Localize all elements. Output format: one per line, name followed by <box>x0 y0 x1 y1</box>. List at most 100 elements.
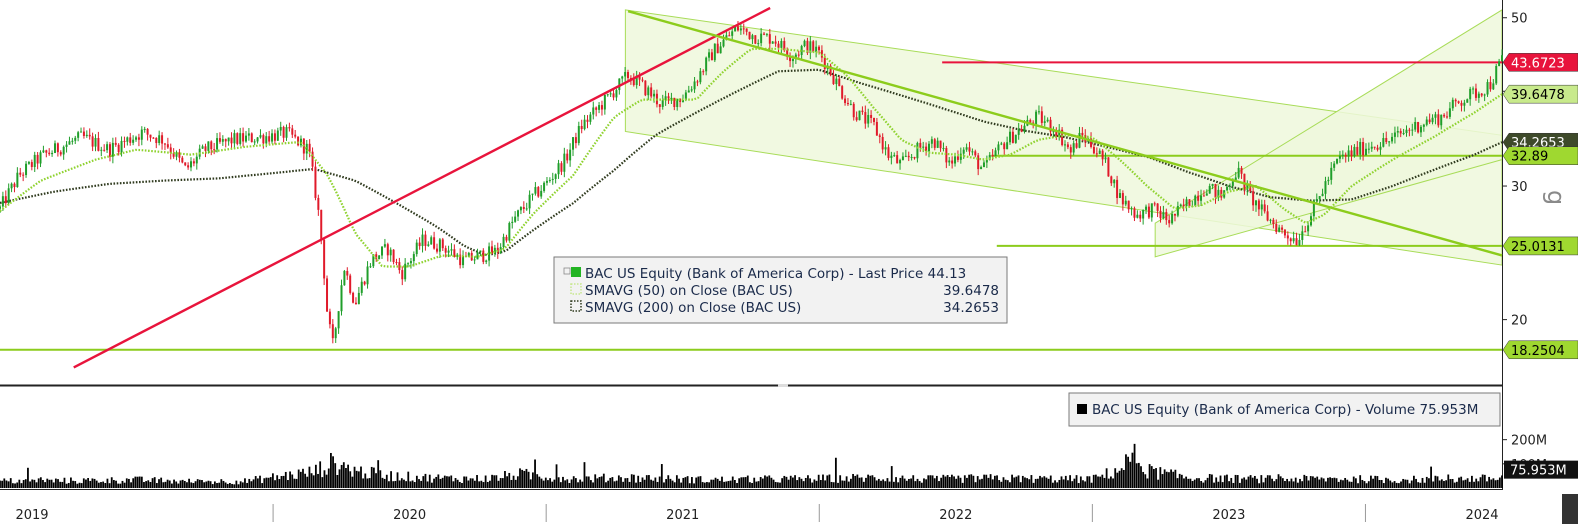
volume-bar <box>1387 478 1390 488</box>
volume-bar <box>1082 480 1084 488</box>
volume-bar <box>1400 481 1402 488</box>
volume-bar <box>340 464 343 488</box>
candle-body <box>551 178 554 180</box>
uptrend-support-line[interactable] <box>73 6 771 369</box>
volume-bar <box>1251 477 1254 488</box>
volume-bar <box>418 479 420 488</box>
volume-bar <box>626 478 629 488</box>
candle-body <box>1205 193 1208 196</box>
candle-body <box>36 154 39 164</box>
volume-bar <box>1445 480 1448 488</box>
candle-body <box>328 311 331 325</box>
volume-bar <box>411 480 414 488</box>
volume-bar <box>607 480 610 488</box>
volume-bar <box>755 481 758 488</box>
candle-body <box>1037 111 1040 113</box>
volume-bar <box>179 480 182 488</box>
volume-bar <box>1477 481 1480 488</box>
candle-body <box>1197 195 1200 201</box>
candle-body <box>294 134 297 137</box>
downtrend-line[interactable] <box>627 10 1503 257</box>
volume-bar <box>265 477 268 488</box>
legend-collapse-icon[interactable] <box>563 267 571 275</box>
volume-bar <box>1030 475 1033 488</box>
candle-body <box>216 138 219 150</box>
volume-bar <box>467 480 470 488</box>
volume-bar <box>198 479 201 488</box>
volume-bar <box>104 483 107 488</box>
candle-body <box>586 119 589 122</box>
candle-body <box>126 137 129 142</box>
volume-bar <box>637 475 640 488</box>
candle-body <box>1399 131 1402 134</box>
candle-body <box>363 281 366 285</box>
volume-bar <box>52 482 55 488</box>
candle-body <box>505 236 508 241</box>
candle-body <box>59 152 62 155</box>
volume-legend[interactable]: BAC US Equity (Bank of America Corp) - V… <box>1068 392 1501 427</box>
volume-bar <box>1144 474 1147 488</box>
volume-tick-label: 200M <box>1511 434 1547 449</box>
volume-bar <box>1236 475 1239 488</box>
volume-bar <box>794 475 796 488</box>
volume-bar <box>869 475 872 488</box>
volume-bar <box>826 475 829 488</box>
candle-body <box>1147 206 1150 218</box>
volume-bar <box>544 477 547 488</box>
volume-bar <box>1195 478 1198 488</box>
price-legend[interactable]: BAC US Equity (Bank of America Corp) - L… <box>553 256 1008 324</box>
volume-bar <box>263 478 266 488</box>
candle-body <box>479 250 482 253</box>
volume-bar <box>377 460 380 488</box>
volume-bar <box>1028 479 1031 488</box>
volume-bar <box>1223 475 1226 488</box>
volume-bar <box>1277 474 1280 488</box>
volume-bar <box>61 481 64 488</box>
corner-tab-icon[interactable] <box>1562 494 1578 524</box>
candle-body <box>476 252 479 260</box>
side-glyph-icon: g <box>1542 190 1570 205</box>
candle-body <box>514 216 517 222</box>
volume-bar <box>284 471 287 488</box>
candle-body <box>1307 225 1310 232</box>
year-axis: 2019 2020 2021 2022 2023 2024 <box>15 504 1499 523</box>
volume-bar <box>1301 481 1304 488</box>
sma50-swatch-icon <box>570 283 582 295</box>
volume-bar <box>643 479 646 488</box>
volume-bar <box>996 475 998 488</box>
volume-bar <box>323 470 326 488</box>
volume-bar <box>205 481 208 488</box>
volume-bar <box>1316 476 1319 488</box>
candle-body <box>369 266 372 268</box>
volume-bar <box>579 479 582 488</box>
candle-body <box>143 128 146 130</box>
volume-bar <box>458 481 461 488</box>
candle-body <box>823 57 826 70</box>
candle-body <box>1055 131 1058 137</box>
candle-body <box>1321 193 1324 197</box>
volume-bar <box>654 477 657 488</box>
volume-bar <box>482 482 485 488</box>
pane-resize-handle[interactable] <box>778 384 788 387</box>
volume-bar <box>497 480 500 488</box>
volume-bar <box>1234 474 1237 488</box>
volume-bar <box>1320 477 1323 488</box>
volume-bar <box>592 482 594 488</box>
candle-body <box>942 148 945 150</box>
year-label: 2023 <box>1212 508 1245 523</box>
volume-bar <box>287 480 289 488</box>
volume-bar <box>1127 456 1130 488</box>
candle-body <box>1234 177 1237 182</box>
volume-bar <box>594 474 597 488</box>
candle-body <box>589 114 592 122</box>
candle-body <box>447 250 450 253</box>
candle-body <box>508 222 511 241</box>
volume-bar <box>443 475 446 488</box>
candle-body <box>1194 195 1197 206</box>
candle-body <box>1098 150 1101 154</box>
volume-bar <box>951 474 953 488</box>
candle-body <box>430 237 433 245</box>
volume-bar <box>203 482 206 488</box>
candle-body <box>1040 111 1043 123</box>
volume-bar <box>753 477 756 488</box>
